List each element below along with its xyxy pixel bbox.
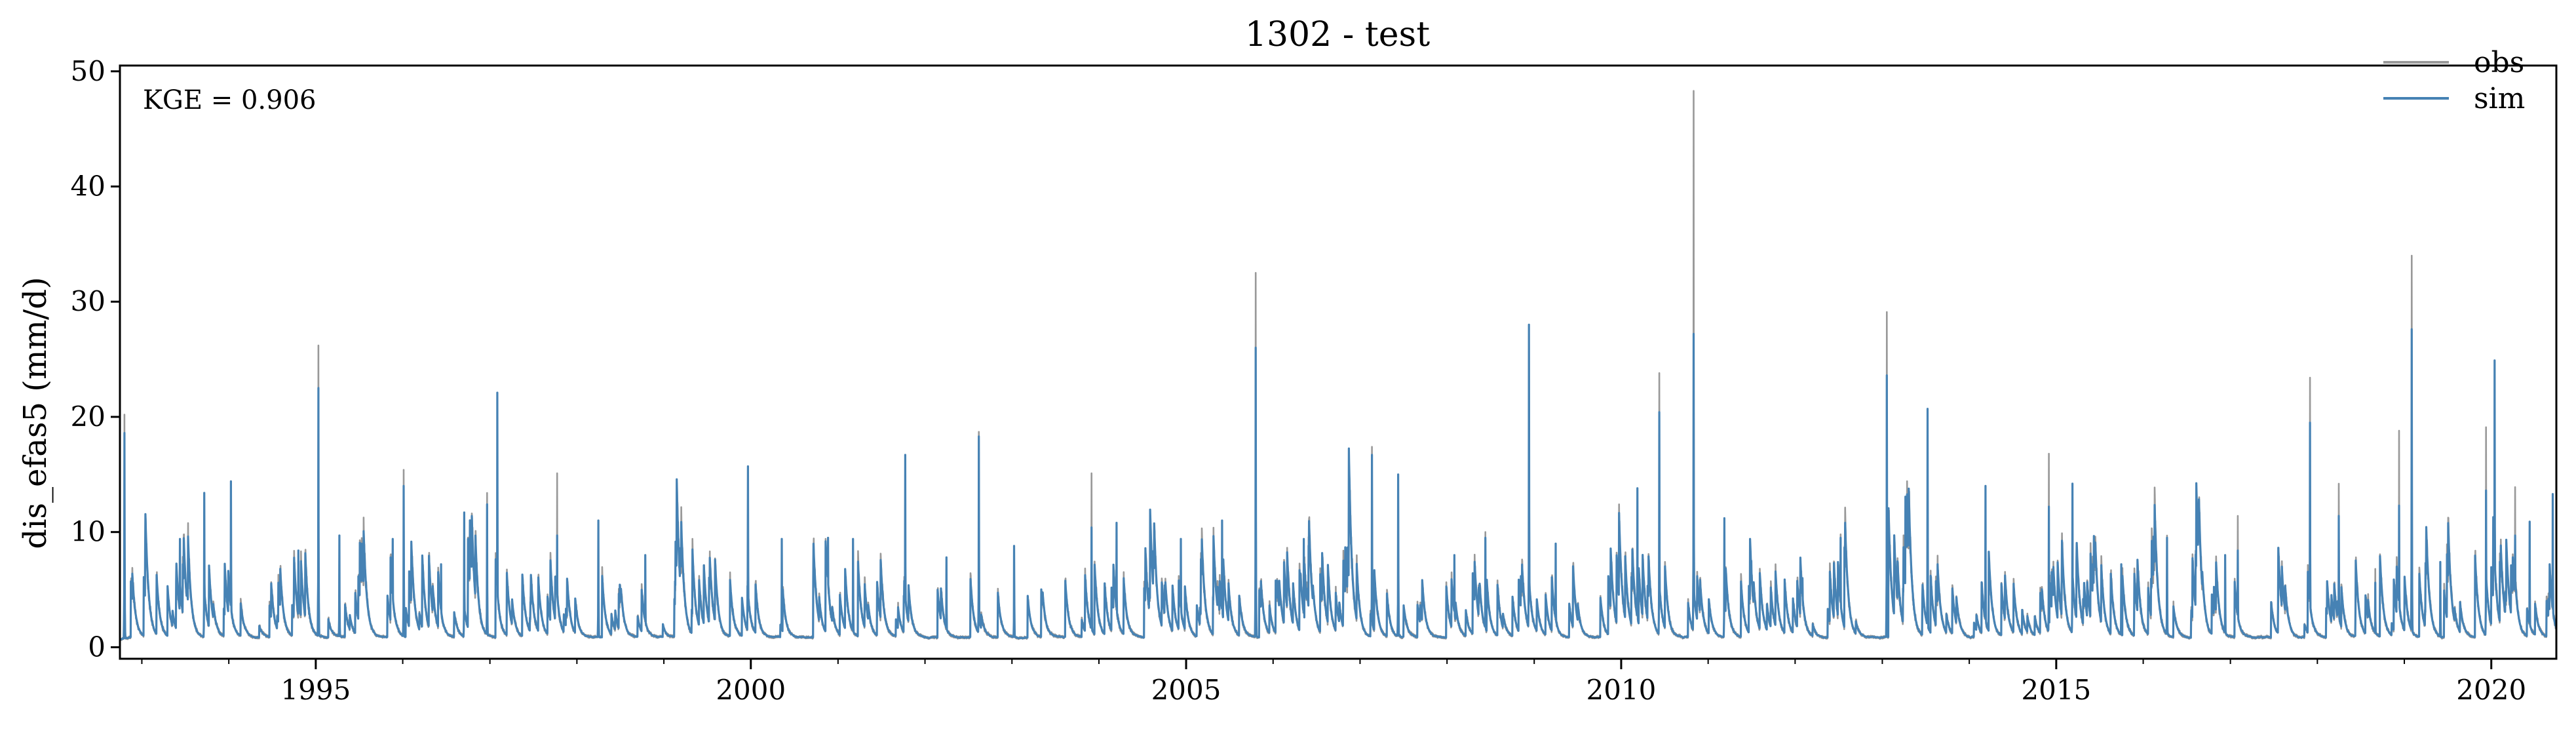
y-tick-label: 20 <box>71 400 106 433</box>
series-layer <box>120 90 2556 642</box>
x-axis: 1995 2000 2005 2010 2015 2020 <box>141 659 2526 706</box>
y-tick-label: 10 <box>71 516 106 548</box>
chart-title: 1302 - test <box>1245 15 1430 54</box>
y-tick-label: 0 <box>88 631 106 663</box>
x-tick-label: 2015 <box>2021 674 2091 706</box>
y-tick-label: 30 <box>71 285 106 317</box>
x-tick-label: 2010 <box>1586 674 1656 706</box>
x-tick-label: 2020 <box>2456 674 2526 706</box>
x-tick-label: 2005 <box>1151 674 1221 706</box>
legend: obs sim <box>2383 46 2525 115</box>
legend-label-sim: sim <box>2474 82 2525 115</box>
series-line-sim <box>120 323 2556 641</box>
y-axis: 0 10 20 30 40 50 <box>71 55 120 663</box>
plot-frame <box>119 64 2558 660</box>
x-tick-label: 2000 <box>716 674 786 706</box>
y-tick-label: 50 <box>71 55 106 87</box>
y-axis-label: dis_efas5 (mm/d) <box>17 277 54 549</box>
kge-annotation: KGE = 0.906 <box>143 85 317 115</box>
series-line-obs <box>120 90 2556 642</box>
y-tick-label: 40 <box>71 170 106 203</box>
legend-label-obs: obs <box>2474 46 2524 79</box>
x-tick-label: 1995 <box>280 674 351 706</box>
